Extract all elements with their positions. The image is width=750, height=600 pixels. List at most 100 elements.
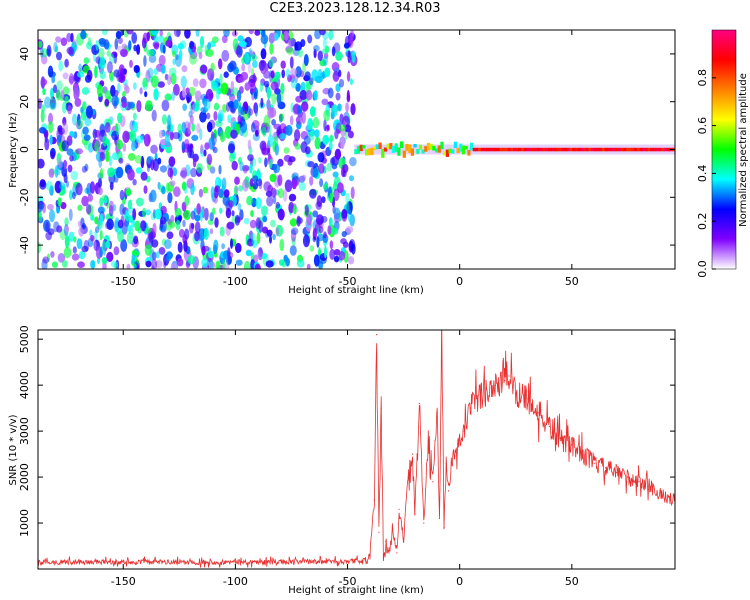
heatmap-noise-cell [261, 48, 267, 59]
heatmap-noise-cell [136, 100, 141, 112]
heatmap-noise-cell [240, 127, 244, 137]
heatmap-noise-cell [48, 121, 53, 133]
heatmap-noise-cell [259, 250, 262, 258]
heatmap-noise-cell [327, 225, 331, 235]
heatmap-noise-cell [271, 81, 279, 90]
y-tick-label: 3000 [18, 417, 31, 445]
heatmap-noise-cell [154, 43, 159, 50]
heatmap-noise-cell [107, 167, 115, 177]
heatmap-noise-cell [350, 78, 353, 85]
signal-band-cell [454, 142, 457, 148]
heatmap-noise-cell [224, 71, 229, 78]
heatmap-noise-cell [147, 32, 150, 41]
heatmap-noise-cell [86, 105, 93, 118]
heatmap-noise-cell [124, 83, 128, 90]
heatmap-noise-cell [140, 87, 143, 94]
heatmap-noise-cell [275, 72, 281, 80]
heatmap-noise-cell [269, 43, 273, 55]
heatmap-noise-cell [101, 194, 107, 200]
heatmap-noise-cell [35, 201, 43, 212]
heatmap-noise-cell [77, 119, 84, 128]
heatmap-noise-cell [255, 130, 258, 137]
heatmap-noise-cell [145, 100, 153, 111]
heatmap-noise-cell [289, 194, 296, 202]
heatmap-noise-cell [167, 74, 171, 85]
heatmap-noise-cell [121, 102, 127, 108]
y-tick-label: -20 [18, 188, 31, 206]
heatmap-noise-cell [266, 260, 274, 267]
heatmap-noise-cell [307, 118, 313, 130]
heatmap-noise-cell [159, 130, 164, 138]
heatmap-noise-cell [261, 206, 268, 217]
heatmap-noise-cell [191, 135, 198, 141]
heatmap-noise-cell [143, 55, 146, 67]
heatmap-noise-cell [49, 103, 56, 110]
heatmap-noise-cell [239, 161, 244, 171]
heatmap-noise-cell [284, 147, 290, 154]
heatmap-noise-cell [232, 31, 238, 37]
signal-band-cell [403, 151, 406, 158]
heatmap-noise-cell [65, 226, 69, 233]
heatmap-noise-cell [307, 35, 312, 44]
heatmap-noise-cell [61, 37, 67, 46]
heatmap-noise-cell [277, 92, 282, 105]
heatmap-noise-cell [52, 261, 58, 268]
heatmap-noise-cell [291, 172, 298, 179]
heatmap-noise-cell [112, 152, 118, 160]
snr-data-point [443, 527, 444, 528]
heatmap-noise-cell [132, 250, 137, 256]
snr-data-point [419, 403, 420, 404]
heatmap-noise-cell [341, 209, 347, 219]
heatmap-noise-cell [233, 99, 238, 109]
heatmap-noise-cell [322, 135, 329, 145]
heatmap-noise-cell [341, 165, 345, 177]
snr-data-point [446, 463, 447, 464]
heatmap-noise-cell [189, 223, 194, 234]
heatmap-noise-cell [272, 234, 276, 240]
heatmap-noise-cell [248, 140, 251, 150]
heatmap-noise-cell [111, 261, 118, 268]
heatmap-noise-cell [151, 26, 159, 36]
heatmap-noise-cell [167, 192, 172, 203]
heatmap-noise-cell [283, 31, 289, 41]
x-tick-label: -150 [111, 575, 136, 588]
heatmap-noise-cell [182, 234, 187, 244]
heatmap-noise-cell [325, 46, 329, 54]
snr-data-point [374, 500, 375, 501]
heatmap-noise-cell [301, 141, 308, 153]
heatmap-noise-cell [211, 186, 215, 198]
heatmap-noise-cell [147, 68, 153, 78]
heatmap-noise-cell [145, 244, 152, 255]
heatmap-noise-cell [144, 91, 147, 97]
heatmap-noise-cell [165, 134, 170, 147]
heatmap-noise-cell [47, 45, 52, 57]
heatmap-noise-cell [338, 70, 341, 78]
heatmap-noise-cell [332, 46, 336, 56]
snr-data-point [538, 412, 539, 413]
heatmap-noise-cell [50, 151, 55, 159]
snr-data-point [549, 426, 550, 427]
heatmap-noise-cell [349, 33, 353, 45]
heatmap-noise-cell [62, 122, 68, 135]
heatmap-noise-cell [182, 65, 188, 72]
snr-data-point [396, 552, 397, 553]
heatmap-noise-cell [154, 35, 158, 43]
heatmap-noise-cell [350, 103, 355, 115]
heatmap-noise-cell [221, 50, 229, 62]
heatmap-noise-cell [100, 56, 106, 69]
heatmap-noise-cell [62, 260, 68, 268]
signal-band-cell [362, 145, 365, 148]
heatmap-noise-cell [111, 95, 118, 106]
heatmap-noise-cell [302, 175, 306, 181]
heatmap-noise-cell [100, 124, 105, 137]
heatmap-noise-cell [261, 143, 267, 155]
heatmap-noise-cell [56, 207, 59, 214]
heatmap-noise-cell [199, 128, 202, 140]
heatmap-noise-cell [105, 151, 109, 162]
heatmap-noise-cell [217, 113, 223, 123]
heatmap-noise-cell [201, 246, 205, 256]
heatmap-noise-cell [175, 54, 179, 60]
heatmap-noise-cell [182, 87, 186, 98]
heatmap-noise-cell [297, 105, 302, 114]
heatmap-noise-cell [266, 196, 273, 207]
